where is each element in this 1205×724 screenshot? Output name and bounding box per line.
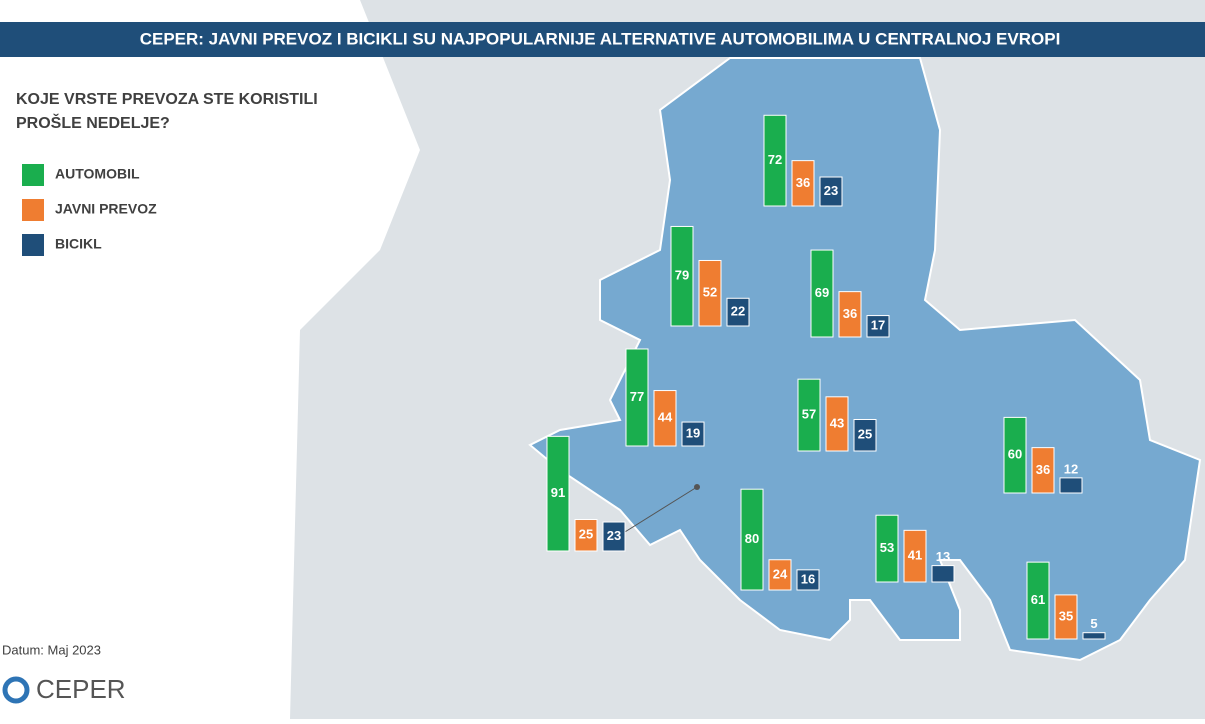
value-label: 36: [843, 306, 857, 321]
bar: [546, 435, 570, 552]
value-label: 41: [908, 548, 922, 563]
bar: [825, 396, 849, 452]
bar: [797, 378, 821, 452]
value-label: 69: [815, 285, 829, 300]
value-label: 23: [607, 528, 621, 543]
legend-label: JAVNI PREVOZ: [55, 201, 157, 217]
bar: [681, 421, 705, 447]
subtitle: KOJE VRSTE PREVOZA STE KORISTILI: [16, 91, 318, 108]
value-label: 25: [858, 427, 872, 442]
value-label: 5: [1090, 616, 1097, 631]
value-label: 35: [1059, 608, 1073, 623]
value-label: 13: [936, 549, 950, 564]
bar: [740, 488, 764, 591]
value-label: 52: [703, 285, 717, 300]
bar: [810, 249, 834, 338]
bar: [819, 176, 843, 207]
bar: [875, 514, 899, 583]
legend-swatch: [22, 199, 44, 221]
value-label: 36: [1036, 462, 1050, 477]
bar: [1054, 594, 1078, 640]
value-label: 25: [579, 527, 593, 542]
bar: [1082, 632, 1106, 640]
bar: [791, 160, 815, 207]
value-label: 77: [630, 389, 644, 404]
bar: [726, 297, 750, 327]
value-label: 24: [773, 566, 788, 581]
value-label: 17: [871, 318, 885, 333]
value-label: 12: [1064, 461, 1078, 476]
bar: [768, 559, 792, 591]
bar: [698, 259, 722, 327]
bar: [1031, 447, 1055, 494]
bar: [1059, 477, 1083, 494]
bar: [574, 519, 598, 552]
bar: [866, 315, 890, 338]
value-label: 43: [830, 415, 844, 430]
subtitle: PROŠLE NEDELJE?: [16, 113, 170, 132]
legend-label: AUTOMOBIL: [55, 166, 140, 182]
value-label: 44: [658, 410, 673, 425]
bar: [625, 348, 649, 447]
bar: [838, 291, 862, 338]
title-bar: [0, 22, 1205, 57]
bar: [763, 114, 787, 207]
region: [528, 57, 1202, 662]
bar: [653, 390, 677, 447]
chart-title: CEPER: JAVNI PREVOZ I BICIKLI SU NAJPOPU…: [140, 29, 1061, 48]
value-label: 79: [675, 268, 689, 283]
legend-swatch: [22, 234, 44, 256]
bar: [796, 569, 820, 591]
leader-line: [611, 486, 698, 541]
bar: [903, 529, 927, 583]
bar: [602, 521, 626, 552]
value-label: 91: [551, 485, 565, 500]
value-label: 16: [801, 571, 815, 586]
value-label: 72: [768, 152, 782, 167]
value-label: 22: [731, 304, 745, 319]
footnote: Datum: Maj 2023: [2, 642, 101, 657]
value-label: 19: [686, 425, 700, 440]
value-label: 36: [796, 175, 810, 190]
logo-icon: [2, 676, 30, 704]
value-label: 60: [1008, 447, 1022, 462]
leader-dot: [694, 484, 700, 490]
bar: [931, 565, 955, 583]
legend-swatch: [22, 164, 44, 186]
bar: [1026, 561, 1050, 640]
value-label: 80: [745, 531, 759, 546]
sea: [0, 0, 420, 719]
logo: CEPER: [36, 674, 126, 704]
value-label: 23: [824, 183, 838, 198]
value-label: 57: [802, 407, 816, 422]
value-label: 53: [880, 540, 894, 555]
value-label: 61: [1031, 592, 1045, 607]
bar: [670, 225, 694, 327]
bar: [1003, 416, 1027, 494]
bar: [853, 419, 877, 452]
legend-label: BICIKL: [55, 236, 102, 252]
